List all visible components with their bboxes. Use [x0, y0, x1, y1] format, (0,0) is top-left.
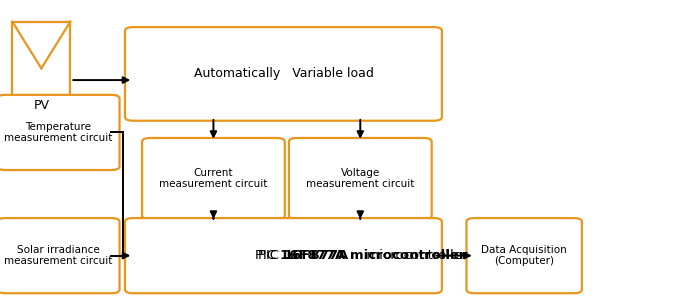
Text: 16F877A microcontroller: 16F877A microcontroller: [280, 249, 466, 262]
Text: PIC: PIC: [258, 249, 283, 262]
FancyBboxPatch shape: [289, 138, 432, 219]
Text: 16F877A: 16F877A: [283, 249, 349, 262]
Text: Solar irradiance
measurement circuit: Solar irradiance measurement circuit: [4, 245, 113, 266]
Text: Voltage
measurement circuit: Voltage measurement circuit: [306, 168, 415, 189]
Text: microcontroller: microcontroller: [362, 249, 467, 262]
Text: Temperature
measurement circuit: Temperature measurement circuit: [4, 122, 113, 143]
Text: Current
measurement circuit: Current measurement circuit: [159, 168, 268, 189]
FancyBboxPatch shape: [0, 218, 120, 293]
Text: Data Acquisition
(Computer): Data Acquisition (Computer): [482, 245, 567, 266]
FancyBboxPatch shape: [0, 95, 120, 170]
Text: PV: PV: [33, 99, 49, 112]
FancyBboxPatch shape: [125, 218, 442, 293]
Text: PIC: PIC: [255, 249, 280, 262]
FancyBboxPatch shape: [466, 218, 582, 293]
FancyBboxPatch shape: [142, 138, 285, 219]
Bar: [12, 22, 70, 139]
FancyBboxPatch shape: [125, 27, 442, 121]
Text: Automatically   Variable load: Automatically Variable load: [193, 67, 374, 80]
